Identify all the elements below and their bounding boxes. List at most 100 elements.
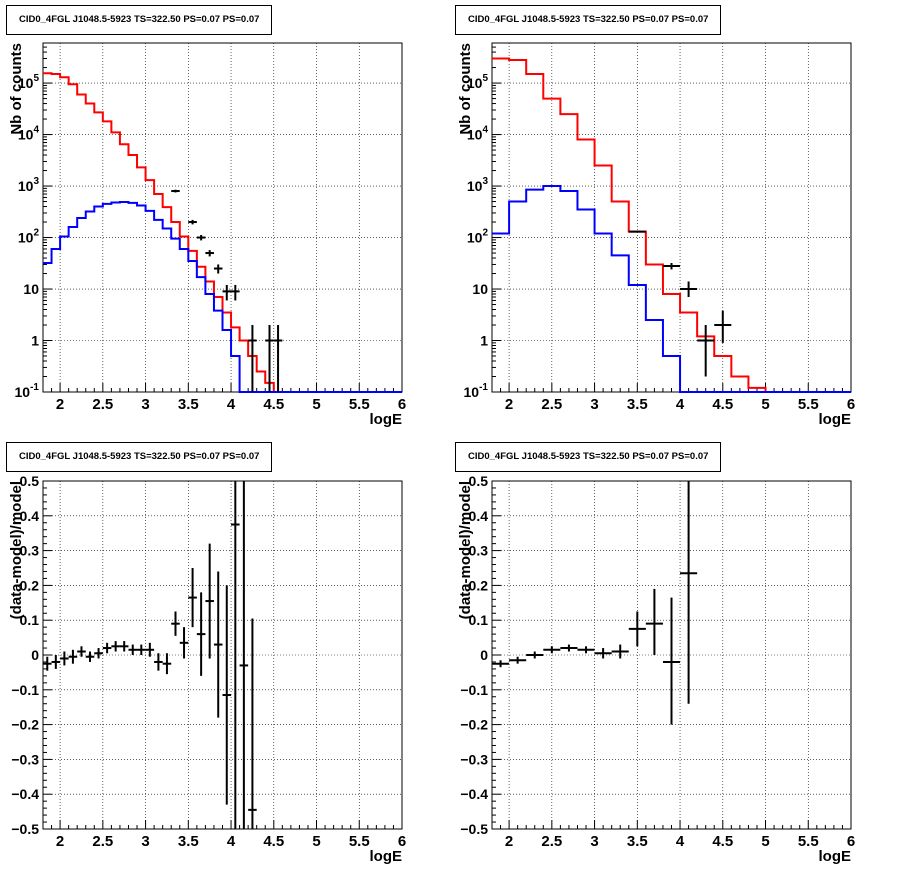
histogram-series [492, 57, 851, 393]
x-tick-label: 2.5 [541, 833, 562, 850]
y-tick-label: −0.4 [460, 786, 488, 802]
x-tick-label: 5.5 [349, 833, 370, 850]
data-points [492, 481, 698, 725]
x-tick-label: 6 [847, 833, 855, 850]
y-axis-title: Nb of counts [457, 43, 474, 135]
y-axis-title: (data-model)/model [457, 481, 474, 619]
histogram-series [492, 185, 851, 393]
x-tick-label: 2 [505, 833, 513, 850]
y-tick-label: 0 [31, 647, 39, 663]
y-tick-label: −0.2 [11, 717, 39, 733]
x-tick-label: 5.5 [798, 833, 819, 850]
x-tick-label: 4 [676, 396, 685, 413]
chart-panel-bottom-left: CID0_4FGL J1048.5-5923 TS=322.50 PS=0.07… [0, 437, 449, 874]
x-tick-label: 4.5 [263, 396, 284, 413]
y-tick-label: 104 [467, 125, 489, 143]
x-tick-label: 3 [141, 833, 149, 850]
x-tick-label: 3 [141, 396, 149, 413]
y-tick-label: −0.1 [11, 682, 39, 698]
plot-frame [42, 480, 403, 830]
x-tick-label: 4 [676, 833, 685, 850]
y-tick-label: 10 [23, 281, 39, 297]
x-axis-title: logE [819, 411, 852, 428]
x-tick-label: 3 [590, 833, 598, 850]
x-tick-label: 3.5 [178, 396, 199, 413]
y-tick-label: 0.5 [469, 473, 489, 489]
x-tick-label: 5.5 [798, 396, 819, 413]
y-tick-label: 0.1 [469, 612, 489, 628]
x-tick-label: 5 [761, 396, 769, 413]
y-tick-label: 0.4 [469, 508, 489, 524]
y-tick-label: −0.2 [460, 717, 488, 733]
y-tick-label: 104 [18, 125, 40, 143]
x-tick-label: 4 [227, 396, 236, 413]
chart-svg: 2 2.5 3 3.5 4 4.5 5 5.5 6 −0.5 −0.4 −0.3 −0.2 −0.1 0 0.… [8, 473, 406, 865]
y-tick-label: 1 [31, 333, 39, 349]
chart-title: CID0_4FGL J1048.5-5923 TS=322.50 PS=0.07… [6, 442, 273, 472]
x-tick-label: 6 [398, 833, 406, 850]
y-tick-label: −0.3 [460, 751, 488, 767]
y-tick-label: 1 [480, 333, 488, 349]
x-tick-label: 5 [312, 396, 320, 413]
y-tick-label: 0.1 [20, 612, 40, 628]
chart-svg: 2 2.5 3 3.5 4 4.5 5 5.5 6 10-1 1 10 102 103 104 105 logE… [8, 42, 406, 428]
y-tick-label: 103 [467, 176, 489, 194]
data-points [43, 481, 257, 829]
chart-title: CID0_4FGL J1048.5-5923 TS=322.50 PS=0.07… [6, 5, 273, 35]
histogram-series [43, 72, 402, 393]
x-tick-label: 3.5 [627, 396, 648, 413]
histogram-series [43, 200, 402, 393]
y-tick-label: 0 [480, 647, 488, 663]
x-tick-label: 4.5 [263, 833, 284, 850]
x-axis-title: logE [370, 848, 403, 865]
x-tick-label: 2.5 [541, 396, 562, 413]
y-tick-label: −0.3 [11, 751, 39, 767]
y-tick-label: 0.5 [20, 473, 40, 489]
x-tick-label: 5 [761, 833, 769, 850]
x-tick-label: 4 [227, 833, 236, 850]
chart-svg: 2 2.5 3 3.5 4 4.5 5 5.5 6 10-1 1 10 102 103 104 105 logE… [457, 42, 855, 428]
y-tick-label: −0.5 [11, 821, 39, 837]
y-tick-label: 10-1 [464, 382, 489, 400]
x-tick-label: 5.5 [349, 396, 370, 413]
y-tick-label: 0.2 [469, 577, 489, 593]
y-tick-label: −0.1 [460, 682, 488, 698]
plot-frame [42, 42, 403, 393]
x-tick-label: 2 [505, 396, 513, 413]
x-axis-title: logE [819, 848, 852, 865]
y-tick-label: 102 [18, 228, 40, 246]
x-axis-title: logE [370, 411, 403, 428]
x-tick-label: 6 [398, 396, 406, 413]
plot-frame [491, 42, 852, 393]
y-tick-label: 0.3 [469, 543, 489, 559]
x-tick-label: 2 [56, 396, 64, 413]
y-tick-label: 10-1 [15, 382, 40, 400]
x-tick-label: 2.5 [92, 396, 113, 413]
x-tick-label: 4.5 [712, 833, 733, 850]
y-tick-label: 105 [467, 73, 489, 91]
data-points [628, 230, 732, 377]
chart-title: CID0_4FGL J1048.5-5923 TS=322.50 PS=0.07… [455, 5, 722, 35]
y-tick-label: 0.2 [20, 577, 40, 593]
y-tick-label: 0.3 [20, 543, 40, 559]
data-points [171, 189, 283, 392]
y-tick-label: 10 [472, 281, 488, 297]
y-tick-label: 105 [18, 73, 40, 91]
x-tick-label: 2.5 [92, 833, 113, 850]
y-tick-label: 0.4 [20, 508, 40, 524]
y-tick-label: −0.5 [460, 821, 488, 837]
chart-title: CID0_4FGL J1048.5-5923 TS=322.50 PS=0.07… [455, 442, 722, 472]
y-axis-title: Nb of counts [8, 43, 25, 135]
x-tick-label: 2 [56, 833, 64, 850]
y-tick-label: 103 [18, 176, 40, 194]
y-tick-label: −0.4 [11, 786, 39, 802]
chart-panel-top-left: CID0_4FGL J1048.5-5923 TS=322.50 PS=0.07… [0, 0, 449, 437]
x-tick-label: 4.5 [712, 396, 733, 413]
x-tick-label: 6 [847, 396, 855, 413]
chart-panel-top-right: CID0_4FGL J1048.5-5923 TS=322.50 PS=0.07… [449, 0, 898, 437]
x-tick-label: 3.5 [178, 833, 199, 850]
chart-panel-bottom-right: CID0_4FGL J1048.5-5923 TS=322.50 PS=0.07… [449, 437, 898, 874]
x-tick-label: 5 [312, 833, 320, 850]
x-tick-label: 3.5 [627, 833, 648, 850]
chart-svg: 2 2.5 3 3.5 4 4.5 5 5.5 6 −0.5 −0.4 −0.3 −0.2 −0.1 0 0.… [457, 473, 855, 865]
